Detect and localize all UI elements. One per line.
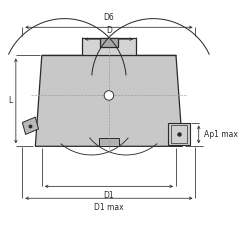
Polygon shape bbox=[82, 38, 136, 55]
Text: D6: D6 bbox=[103, 13, 114, 22]
Text: D: D bbox=[106, 26, 112, 35]
Polygon shape bbox=[35, 55, 182, 146]
Polygon shape bbox=[100, 38, 118, 47]
Text: D1 max: D1 max bbox=[94, 203, 124, 212]
Circle shape bbox=[104, 91, 114, 100]
Text: D1: D1 bbox=[104, 191, 114, 200]
Text: Ap1 max: Ap1 max bbox=[204, 130, 238, 139]
Text: L: L bbox=[8, 96, 12, 105]
Polygon shape bbox=[168, 122, 190, 145]
Polygon shape bbox=[99, 138, 119, 146]
Polygon shape bbox=[22, 117, 39, 134]
